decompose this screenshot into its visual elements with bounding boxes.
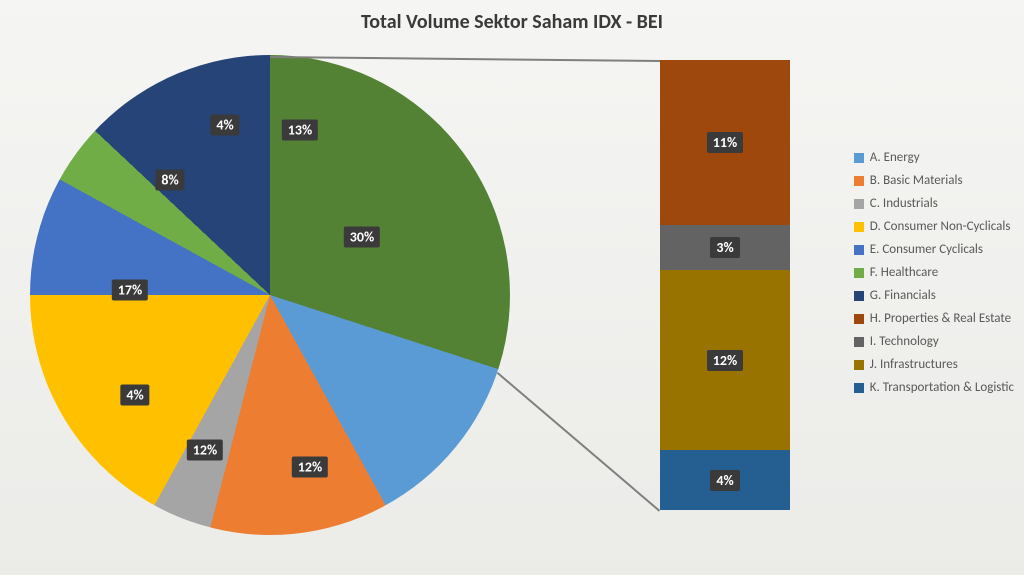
pie-body [30,55,510,535]
pie-slice-label: 8% [155,170,184,191]
legend-swatch [854,291,864,301]
legend-item: D. Consumer Non-Cyclicals [854,219,1014,234]
legend-label: F. Healthcare [870,265,938,280]
pie-slice-label: 17% [112,280,148,301]
pie-slice-label: 30% [344,227,380,248]
pie-slice-label: 13% [282,120,318,141]
legend: A. Energy B. Basic Materials C. Industrial… [854,150,1014,395]
legend-label: B. Basic Materials [870,173,963,188]
legend-item: C. Industrials [854,196,1014,211]
legend-item: J. Infrastructures [854,357,1014,372]
bar-segment-label: 12% [707,350,743,371]
legend-swatch [854,360,864,370]
legend-label: H. Properties & Real Estate [870,311,1011,326]
legend-swatch [854,268,864,278]
bar-segment: 4% [660,450,790,510]
legend-swatch [854,176,864,186]
legend-label: I. Technology [870,334,939,349]
legend-item: I. Technology [854,334,1014,349]
pie-chart: 30% 12% 12% 4% 17% 8% 4% 13% [30,55,510,535]
legend-item: B. Basic Materials [854,173,1014,188]
connector-line [497,372,660,511]
legend-label: J. Infrastructures [870,357,958,372]
legend-item: F. Healthcare [854,265,1014,280]
legend-label: E. Consumer Cyclicals [870,242,983,257]
legend-label: D. Consumer Non-Cyclicals [870,219,1011,234]
bar-segment-label: 3% [710,237,739,258]
bar-segment: 3% [660,225,790,270]
legend-item: A. Energy [854,150,1014,165]
legend-item: K. Transportation & Logistic [854,380,1014,395]
legend-swatch [854,337,864,347]
pie-slice-label: 4% [210,115,239,136]
legend-label: G. Financials [870,288,936,303]
legend-swatch [854,222,864,232]
bar-segment-label: 4% [710,470,739,491]
legend-swatch [854,314,864,324]
bar-segment: 11% [660,60,790,225]
secondary-bar: 11% 3% 12% 4% [660,60,790,510]
legend-label: C. Industrials [870,196,938,211]
pie-slice-label: 4% [120,385,149,406]
legend-swatch [854,153,864,163]
legend-swatch [854,245,864,255]
pie-slice-label: 12% [292,457,328,478]
bar-segment: 12% [660,270,790,450]
legend-label: K. Transportation & Logistic [870,380,1014,395]
legend-swatch [854,199,864,209]
legend-swatch [854,383,864,393]
pie-slice-label: 12% [187,440,223,461]
legend-item: H. Properties & Real Estate [854,311,1014,326]
legend-item: E. Consumer Cyclicals [854,242,1014,257]
legend-item: G. Financials [854,288,1014,303]
chart-title: Total Volume Sektor Saham IDX - BEI [0,10,1024,34]
legend-label: A. Energy [870,150,920,165]
bar-segment-label: 11% [707,132,743,153]
